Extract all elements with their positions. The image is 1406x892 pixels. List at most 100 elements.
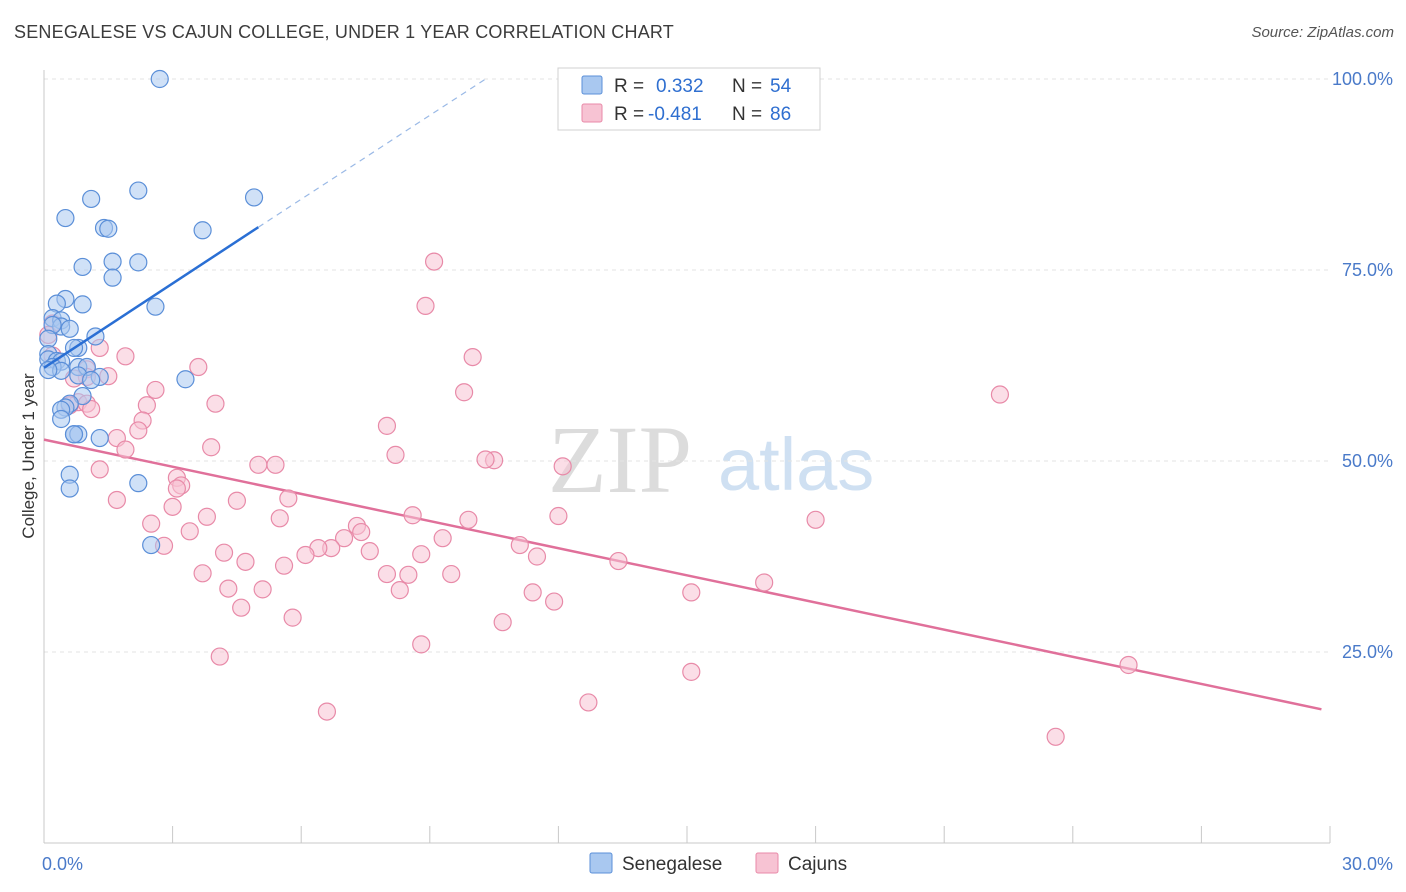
y-tick-label-25: 25.0% bbox=[1342, 642, 1393, 662]
x-tick-label-min: 0.0% bbox=[42, 854, 83, 874]
senegalese-point-37 bbox=[82, 370, 101, 390]
cajuns-point-84 bbox=[579, 693, 598, 712]
senegalese-point-4 bbox=[56, 208, 75, 228]
cajuns-point-66 bbox=[193, 564, 212, 583]
cajuns-point-79 bbox=[493, 613, 512, 632]
cajuns-point-44 bbox=[549, 506, 568, 526]
y-axis-label: College, Under 1 year bbox=[19, 373, 38, 539]
senegalese-point-19 bbox=[60, 319, 79, 338]
cajuns-point-20 bbox=[206, 394, 225, 413]
legend-n-label-cajuns: N = bbox=[732, 104, 762, 125]
senegalese-point-50 bbox=[142, 535, 161, 555]
cajuns-point-7 bbox=[116, 347, 135, 366]
cajuns-point-74 bbox=[523, 583, 542, 602]
cajuns-point-80 bbox=[412, 635, 431, 654]
senegalese-point-6 bbox=[99, 219, 118, 238]
legend-r-value-cajuns: -0.481 bbox=[648, 104, 702, 125]
y-tick-label-50: 50.0% bbox=[1342, 451, 1393, 471]
bottom-legend-senegalese: Senegalese bbox=[622, 854, 722, 875]
senegalese-point-9 bbox=[129, 253, 148, 272]
senegalese-point-8 bbox=[73, 257, 92, 277]
legend-swatch-senegalese bbox=[581, 75, 603, 95]
senegalese-point-2 bbox=[82, 189, 101, 209]
cajuns-point-67 bbox=[377, 564, 397, 584]
cajuns-point-28 bbox=[386, 445, 405, 464]
legend-swatch-cajuns bbox=[581, 103, 603, 123]
chart-title: SENEGALESE VS CAJUN COLLEGE, UNDER 1 YEA… bbox=[14, 22, 674, 42]
cajuns-point-82 bbox=[682, 662, 701, 681]
tick-labels: 100.0% 75.0% 50.0% 25.0% 0.0% 30.0% bbox=[42, 69, 1393, 874]
grid-lines bbox=[44, 78, 1330, 653]
cajuns-point-55 bbox=[510, 535, 529, 555]
senegalese-point-3 bbox=[244, 188, 264, 207]
cajuns-point-62 bbox=[527, 547, 547, 566]
senegalese-point-10 bbox=[103, 252, 122, 271]
cajuns-point-64 bbox=[609, 551, 628, 571]
cajuns-point-52 bbox=[334, 529, 354, 548]
cajuns-point-33 bbox=[266, 455, 285, 474]
cajuns-point-72 bbox=[253, 580, 272, 599]
senegalese-point-49 bbox=[60, 479, 79, 498]
cajuns-point-63 bbox=[236, 552, 255, 571]
senegalese-trendline-group bbox=[43, 78, 486, 369]
cajuns-point-0 bbox=[424, 252, 444, 271]
bottom-legend-swatch-cajuns bbox=[755, 852, 779, 874]
cajuns-point-9 bbox=[189, 357, 208, 377]
cajuns-point-47 bbox=[459, 510, 478, 529]
senegalese-trendline-extension bbox=[258, 78, 486, 228]
senegalese-points bbox=[39, 69, 264, 555]
cajuns-point-18 bbox=[82, 399, 101, 419]
cajuns-trendline bbox=[43, 438, 1322, 711]
senegalese-point-45 bbox=[64, 425, 84, 444]
cajuns-point-65 bbox=[274, 556, 294, 575]
cajuns-point-15 bbox=[454, 383, 474, 402]
cajuns-point-60 bbox=[412, 545, 431, 564]
cajuns-point-77 bbox=[232, 598, 251, 617]
legend-n-label-senegalese: N = bbox=[732, 76, 762, 97]
bottom-legend-cajuns: Cajuns bbox=[788, 854, 847, 875]
cajuns-point-32 bbox=[249, 455, 268, 474]
legend-r-label-cajuns: R = bbox=[614, 104, 644, 125]
cajuns-point-50 bbox=[180, 522, 199, 541]
cajuns-point-38 bbox=[279, 489, 298, 508]
cajuns-point-69 bbox=[442, 564, 461, 584]
cajuns-point-83 bbox=[1119, 655, 1138, 675]
axes bbox=[43, 70, 1331, 844]
cajuns-point-1 bbox=[416, 296, 435, 316]
cajuns-point-68 bbox=[399, 565, 418, 584]
cajuns-point-40 bbox=[227, 491, 246, 510]
cajuns-point-39 bbox=[107, 490, 126, 510]
y-tick-label-100: 100.0% bbox=[1332, 69, 1393, 89]
cajuns-point-70 bbox=[755, 573, 774, 592]
cajuns-point-34 bbox=[90, 460, 109, 479]
cajuns-point-43 bbox=[197, 507, 216, 526]
cajuns-point-41 bbox=[163, 497, 182, 516]
senegalese-point-7 bbox=[193, 221, 212, 240]
cajuns-point-86 bbox=[1046, 727, 1065, 746]
senegalese-point-33 bbox=[39, 360, 58, 380]
senegalese-point-48 bbox=[129, 474, 148, 493]
cajuns-point-37 bbox=[167, 479, 186, 498]
legend-n-value-cajuns: 86 bbox=[770, 104, 791, 125]
senegalese-point-14 bbox=[73, 295, 92, 314]
cajuns-points bbox=[39, 252, 1138, 746]
cajuns-point-73 bbox=[390, 581, 409, 600]
cajuns-point-30 bbox=[476, 450, 495, 469]
cajuns-point-53 bbox=[433, 529, 452, 548]
y-tick-label-75: 75.0% bbox=[1342, 260, 1393, 280]
cajuns-point-46 bbox=[270, 509, 289, 528]
senegalese-point-46 bbox=[90, 428, 109, 448]
senegalese-point-0 bbox=[150, 69, 169, 89]
cajuns-point-3 bbox=[463, 347, 482, 367]
bottom-legend-swatch-senegalese bbox=[589, 852, 613, 874]
legend-r-label-senegalese: R = bbox=[614, 76, 644, 97]
watermark-zip: ZIP bbox=[548, 406, 692, 513]
cajuns-point-61 bbox=[296, 545, 315, 565]
senegalese-point-11 bbox=[103, 268, 122, 287]
senegalese-point-15 bbox=[146, 297, 165, 316]
cajuns-point-59 bbox=[214, 543, 234, 562]
cajuns-point-45 bbox=[806, 510, 825, 529]
cajuns-point-85 bbox=[317, 702, 337, 721]
cajuns-point-58 bbox=[360, 542, 379, 561]
